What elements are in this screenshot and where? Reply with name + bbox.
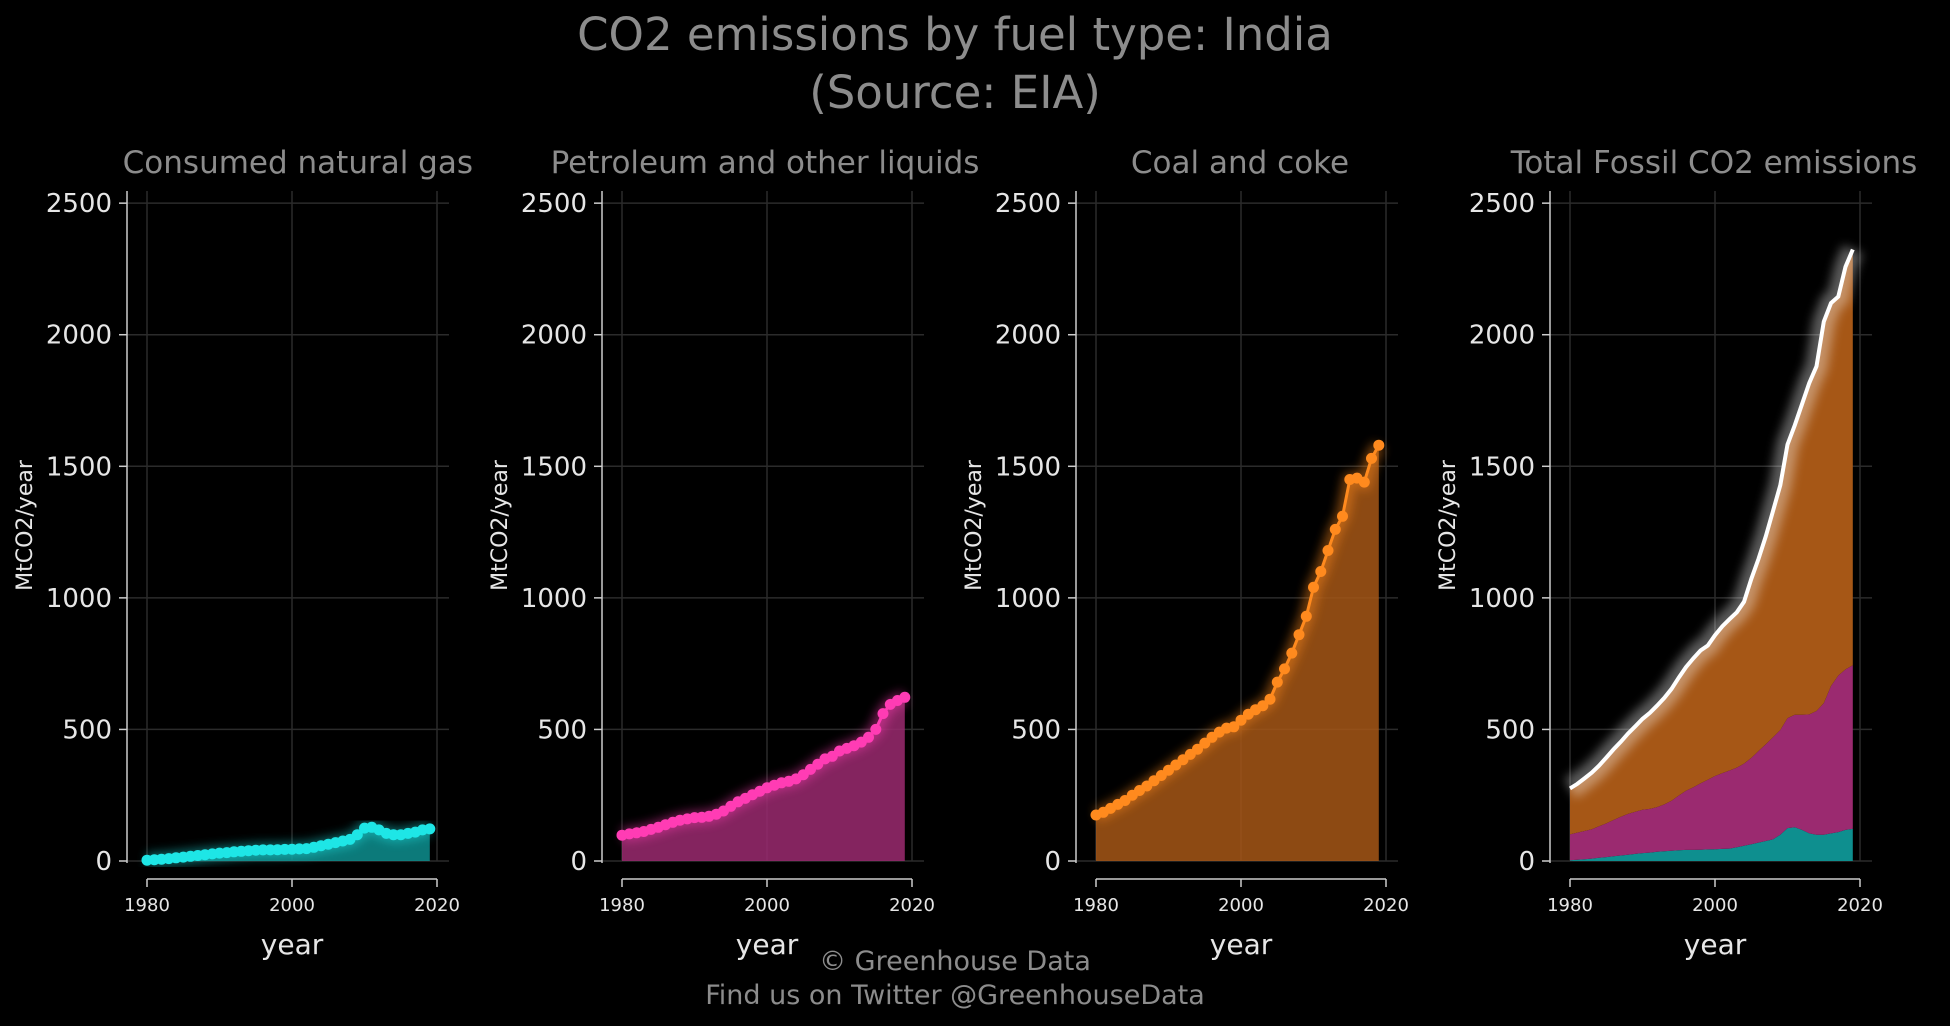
data-point	[1271, 676, 1283, 688]
x-tick-label: 1980	[1073, 895, 1119, 916]
data-point	[1373, 439, 1385, 451]
y-axis-label: MtCO2/year	[1436, 459, 1461, 591]
area-fill	[1096, 445, 1379, 861]
y-tick-label: 1500	[1469, 452, 1535, 482]
data-point	[870, 723, 882, 735]
y-axis-label: MtCO2/year	[13, 459, 38, 591]
y-tick-label: 1000	[46, 584, 112, 614]
x-axis-label: year	[1210, 928, 1273, 961]
data-point	[1286, 647, 1298, 659]
y-tick-label: 1500	[521, 452, 587, 482]
area-fill	[622, 697, 905, 861]
stacked-area-1	[1570, 827, 1853, 861]
data-point	[1235, 714, 1247, 726]
figure-title-line2: (Source: EIA)	[809, 66, 1101, 119]
panels-container: 0 500 1000 1500 2000 2500 1980 2000 2020 year MtCO…	[13, 145, 1917, 961]
y-tick-label: 1500	[995, 452, 1061, 482]
y-tick-label: 1500	[46, 452, 112, 482]
y-tick-label: 2500	[995, 189, 1061, 219]
y-tick-label: 2000	[1469, 321, 1535, 351]
data-point	[1192, 743, 1203, 755]
x-tick-label: 2020	[414, 895, 460, 916]
data-point	[1279, 663, 1290, 675]
x-tick-label: 1980	[599, 895, 645, 916]
data-point	[1366, 452, 1377, 464]
x-tick-label: 2000	[1218, 895, 1264, 916]
data-point	[1337, 510, 1348, 522]
data-point	[1264, 693, 1276, 705]
x-tick-label: 1980	[124, 895, 170, 916]
y-tick-label: 500	[1011, 715, 1061, 745]
y-tick-label: 1000	[1469, 584, 1535, 614]
chart-panel-4: 0 500 1000 1500 2000 2500 1980 2000 2020 year MtCO…	[1436, 145, 1917, 961]
y-tick-label: 2500	[46, 189, 112, 219]
y-axis-label: MtCO2/year	[962, 459, 987, 591]
x-tick-label: 2000	[744, 895, 790, 916]
x-tick-label: 2000	[1692, 895, 1738, 916]
data-point	[1257, 700, 1269, 712]
y-tick-label: 0	[95, 847, 112, 877]
data-point	[1300, 610, 1312, 622]
panel-title: Coal and coke	[1131, 145, 1349, 181]
y-tick-label: 500	[537, 715, 587, 745]
data-point	[1358, 476, 1370, 488]
panel-title: Consumed natural gas	[123, 145, 473, 181]
y-tick-label: 2000	[521, 321, 587, 351]
y-tick-label: 1000	[995, 584, 1061, 614]
data-point	[351, 829, 363, 841]
stacked-area-3	[1570, 249, 1853, 835]
total-line	[1568, 248, 1855, 791]
panel-title: Total Fossil CO2 emissions	[1510, 145, 1918, 181]
x-tick-label: 2000	[269, 895, 315, 916]
data-point	[424, 823, 436, 835]
chart-panel-3: 0 500 1000 1500 2000 2500 1980 2000 2020 year MtCO…	[962, 145, 1409, 961]
y-tick-label: 1000	[521, 584, 587, 614]
y-tick-label: 2500	[521, 189, 587, 219]
data-point	[1293, 629, 1305, 641]
x-tick-label: 1980	[1547, 895, 1593, 916]
panel-title: Petroleum and other liquids	[551, 145, 980, 181]
x-tick-label: 2020	[1837, 895, 1883, 916]
y-tick-label: 0	[1044, 847, 1061, 877]
data-point	[1329, 523, 1341, 535]
chart-panel-1: 0 500 1000 1500 2000 2500 1980 2000 2020 year MtCO…	[13, 145, 473, 961]
footer-copyright: © Greenhouse Data	[819, 946, 1091, 977]
x-tick-label: 2020	[889, 895, 935, 916]
data-point	[877, 708, 889, 720]
y-tick-label: 500	[1485, 715, 1535, 745]
x-axis-label: year	[261, 928, 324, 961]
x-axis-label: year	[1684, 928, 1747, 961]
data-point	[863, 731, 874, 743]
chart-panel-2: 0 500 1000 1500 2000 2500 1980 2000 2020 year MtCO…	[488, 145, 979, 961]
data-point	[1322, 545, 1334, 556]
data-point	[1228, 721, 1240, 733]
y-tick-label: 0	[570, 847, 587, 877]
data-point	[1315, 566, 1327, 577]
y-tick-label: 2000	[46, 321, 112, 351]
y-axis-label: MtCO2/year	[488, 459, 513, 591]
stacked-area-2	[1570, 665, 1853, 861]
x-axis-label: year	[736, 928, 799, 961]
footer-twitter: Find us on Twitter @GreenhouseData	[705, 980, 1205, 1011]
data-point	[899, 691, 911, 703]
y-tick-label: 2500	[1469, 189, 1535, 219]
figure-title-line1: CO2 emissions by fuel type: India	[577, 8, 1333, 61]
data-point	[1308, 581, 1319, 593]
y-tick-label: 2000	[995, 321, 1061, 351]
y-tick-label: 0	[1518, 847, 1535, 877]
x-tick-label: 2020	[1363, 895, 1409, 916]
y-tick-label: 500	[62, 715, 112, 745]
